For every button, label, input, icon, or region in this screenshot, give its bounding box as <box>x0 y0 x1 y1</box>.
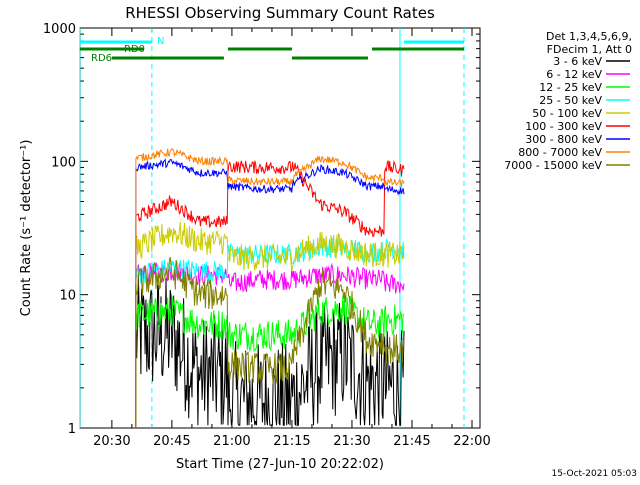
x-tick-label: 22:00 <box>453 434 490 449</box>
x-tick-label: 21:00 <box>213 434 250 449</box>
series-line <box>135 158 405 196</box>
y-axis-label: Count Rate (s⁻¹ detector⁻¹) <box>19 140 34 317</box>
timestamp: 15-Oct-2021 05:03 <box>552 469 637 479</box>
series-line <box>135 147 405 188</box>
legend: Det 1,3,4,5,6,9,FDecim 1, Att 03 - 6 keV… <box>504 30 632 172</box>
chart-title: RHESSI Observing Summary Count Rates <box>125 4 435 22</box>
mode-label-rd0: RD0 <box>124 44 145 55</box>
mode-label-n: N <box>157 36 164 47</box>
legend-label: 800 - 7000 keV <box>518 146 602 159</box>
mode-bars: N RD0 RD6 <box>79 36 464 64</box>
y-ticks: 1 10 100 1000 <box>43 22 480 437</box>
x-tick-label: 20:30 <box>93 434 130 449</box>
x-tick-label: 21:45 <box>393 434 430 449</box>
x-axis-label: Start Time (27-Jun-10 20:22:02) <box>176 457 384 472</box>
legend-label: 100 - 300 keV <box>525 120 602 133</box>
legend-label: 3 - 6 keV <box>553 55 602 68</box>
y-tick-label: 10 <box>59 289 76 304</box>
legend-header: Det 1,3,4,5,6,9, <box>546 30 632 43</box>
series-line <box>135 256 405 385</box>
series-group <box>135 147 405 428</box>
y-tick-label: 1 <box>68 422 76 437</box>
legend-header: FDecim 1, Att 0 <box>547 43 632 56</box>
series-line <box>135 221 405 271</box>
series-line <box>135 275 405 427</box>
mode-label-rd6: RD6 <box>91 53 112 64</box>
vertical-reference-lines <box>79 28 465 428</box>
y-tick-label: 100 <box>51 155 76 170</box>
series-line <box>135 160 405 238</box>
legend-label: 6 - 12 keV <box>546 68 602 81</box>
legend-label: 25 - 50 keV <box>539 94 602 107</box>
x-tick-label: 21:30 <box>333 434 370 449</box>
x-tick-label: 21:15 <box>273 434 310 449</box>
legend-label: 300 - 800 keV <box>525 133 602 146</box>
y-tick-label: 1000 <box>43 22 76 37</box>
x-ticks: 20:30 20:45 21:00 21:15 21:30 21:45 22:00 <box>93 28 491 449</box>
legend-label: 12 - 25 keV <box>539 81 602 94</box>
legend-label: 7000 - 15000 keV <box>504 159 602 172</box>
x-tick-label: 20:45 <box>153 434 190 449</box>
legend-label: 50 - 100 keV <box>532 107 602 120</box>
